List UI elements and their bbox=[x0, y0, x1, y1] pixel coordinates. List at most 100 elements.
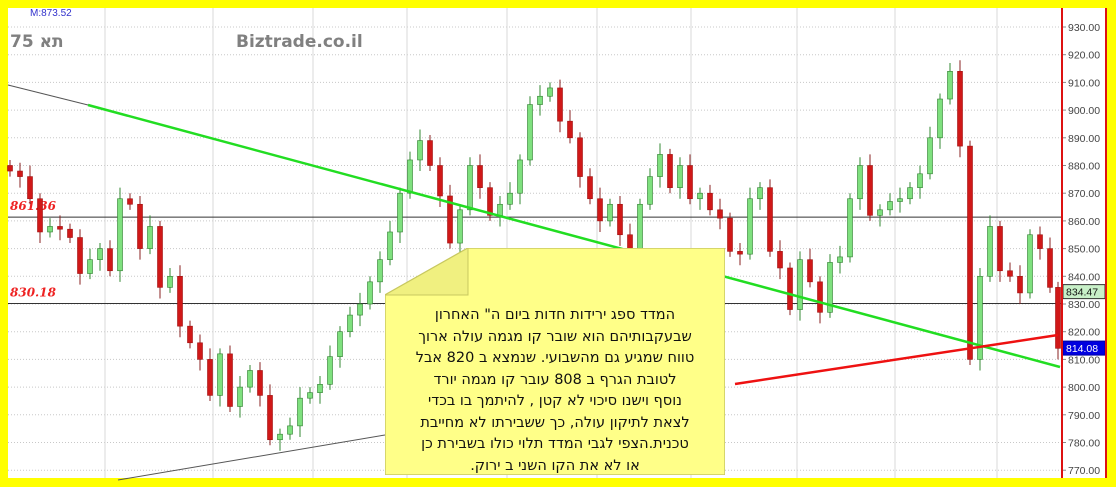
candle-down bbox=[1047, 248, 1053, 288]
candle-down bbox=[997, 226, 1003, 272]
last-value-label: M:873.52 bbox=[30, 8, 72, 19]
candle-down bbox=[267, 395, 273, 441]
y-tick-label: 880.00 bbox=[1068, 161, 1100, 173]
y-tick-label: 800.00 bbox=[1068, 382, 1100, 394]
candle-up bbox=[387, 231, 393, 260]
support-line-extension bbox=[117, 434, 386, 481]
candle-down bbox=[17, 170, 23, 177]
candle-up bbox=[467, 165, 473, 211]
green-downtrend-line bbox=[87, 103, 1061, 369]
candle-up bbox=[907, 187, 913, 200]
candle-up bbox=[857, 165, 863, 200]
level-label: 861.36 bbox=[10, 199, 57, 213]
candle-down bbox=[1055, 287, 1061, 349]
candle-up bbox=[377, 259, 383, 283]
site-watermark: Biztrade.co.il bbox=[236, 32, 363, 52]
candle-up bbox=[887, 201, 893, 211]
candle-down bbox=[567, 120, 573, 139]
candle-down bbox=[177, 275, 183, 327]
candle-up bbox=[517, 159, 523, 194]
candle-up bbox=[497, 203, 503, 216]
candle-up bbox=[1027, 234, 1033, 294]
candle-up bbox=[277, 433, 283, 441]
candle-down bbox=[127, 198, 133, 205]
note-line: שבעקבותיהם הוא שובר קו מגמה עולה ארוך bbox=[418, 328, 692, 345]
resistance-line-extension bbox=[7, 84, 89, 106]
candle-up bbox=[607, 203, 613, 222]
candle-down bbox=[7, 165, 13, 172]
note-line: המדד ספג ירידות חדות ביום ה" האחרון bbox=[434, 307, 676, 323]
note-line: טכנית.הצפי לגבי המדד תלוי כולו בשבירת כן bbox=[421, 436, 689, 452]
candle-up bbox=[917, 173, 923, 188]
price-marker-label: 814.08 bbox=[1066, 343, 1098, 355]
candle-down bbox=[67, 228, 73, 238]
candle-up bbox=[47, 226, 53, 233]
candle-up bbox=[217, 353, 223, 396]
candle-down bbox=[687, 165, 693, 200]
y-tick-label: 870.00 bbox=[1068, 188, 1100, 200]
candle-down bbox=[477, 165, 483, 188]
y-tick-label: 890.00 bbox=[1068, 133, 1100, 145]
candle-up bbox=[307, 392, 313, 399]
candle-down bbox=[807, 259, 813, 283]
candle-down bbox=[1007, 270, 1013, 277]
level-label: 830.18 bbox=[10, 286, 57, 300]
note-line: או לא את הקו השני ב ירוק. bbox=[470, 457, 640, 474]
candle-down bbox=[1017, 275, 1023, 294]
candle-down bbox=[727, 217, 733, 252]
candle-down bbox=[787, 267, 793, 310]
candle-up bbox=[327, 356, 333, 385]
candles bbox=[7, 60, 1061, 451]
candle-down bbox=[557, 87, 563, 122]
candle-down bbox=[577, 137, 583, 177]
candle-down bbox=[617, 203, 623, 236]
candle-down bbox=[967, 145, 973, 360]
candle-down bbox=[1037, 234, 1043, 249]
red-uptrend-line bbox=[734, 333, 1059, 386]
annotation-text: המדד ספג ירידות חדות ביום ה" האחרון שבעק… bbox=[392, 305, 718, 477]
candle-down bbox=[27, 176, 33, 200]
annotation-note bbox=[385, 248, 725, 475]
candle-down bbox=[817, 281, 823, 313]
candle-up bbox=[147, 226, 153, 249]
candle-down bbox=[447, 195, 453, 244]
candle-up bbox=[167, 275, 173, 288]
y-tick-label: 840.00 bbox=[1068, 271, 1100, 283]
note-line: נוסף וישנו סיכוי לא קטן , להיתמך בו בכדי bbox=[428, 393, 682, 409]
candle-up bbox=[527, 104, 533, 161]
candle-up bbox=[237, 386, 243, 407]
candle-up bbox=[677, 165, 683, 188]
y-tick-label: 780.00 bbox=[1068, 438, 1100, 450]
candle-down bbox=[717, 209, 723, 219]
candle-down bbox=[137, 203, 143, 249]
candle-up bbox=[117, 198, 123, 272]
candle-up bbox=[987, 226, 993, 277]
y-tick-label: 900.00 bbox=[1068, 105, 1100, 117]
candle-up bbox=[407, 159, 413, 194]
candle-down bbox=[777, 251, 783, 269]
candle-up bbox=[87, 259, 93, 274]
y-tick-label: 860.00 bbox=[1068, 216, 1100, 228]
note-line: לטובת הגרף ב 808 עובר קו מגמה יורד bbox=[433, 371, 677, 388]
note-line: טווח שמגיע גם מהשבועי. שנמצא ב 820 אבל bbox=[415, 350, 695, 366]
candle-up bbox=[837, 256, 843, 263]
candle-up bbox=[97, 248, 103, 260]
candle-down bbox=[107, 248, 113, 272]
candle-up bbox=[827, 262, 833, 313]
candle-down bbox=[57, 226, 63, 230]
candle-up bbox=[297, 397, 303, 427]
candle-up bbox=[457, 209, 463, 244]
candle-up bbox=[357, 303, 363, 316]
candle-up bbox=[287, 425, 293, 435]
candle-down bbox=[157, 226, 163, 288]
candle-up bbox=[847, 198, 853, 258]
candle-up bbox=[897, 198, 903, 202]
candle-down bbox=[487, 187, 493, 216]
candle-down bbox=[957, 71, 963, 147]
candle-down bbox=[427, 140, 433, 166]
candle-up bbox=[877, 209, 883, 216]
candle-up bbox=[797, 259, 803, 310]
y-tick-label: 790.00 bbox=[1068, 410, 1100, 422]
candle-up bbox=[937, 98, 943, 139]
candle-up bbox=[547, 87, 553, 97]
